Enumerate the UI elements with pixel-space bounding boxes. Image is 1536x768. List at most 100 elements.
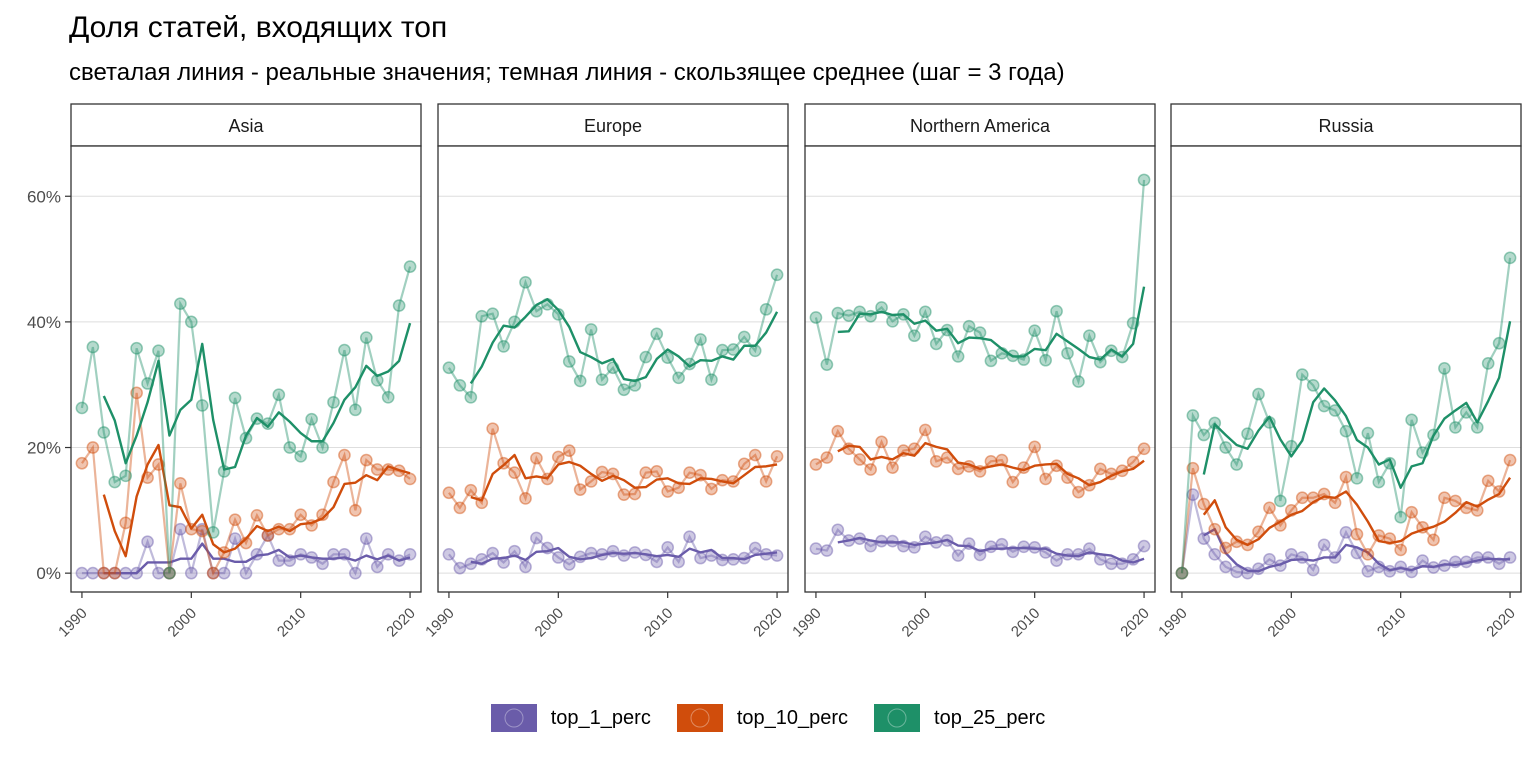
data-point-top-10-perc	[1503, 453, 1517, 467]
data-point-top-1-perc	[239, 566, 253, 580]
data-point-top-25-perc	[359, 331, 373, 344]
data-point-top-25-perc	[1394, 510, 1408, 524]
legend-item-top-10-perc: top_10_perc	[676, 701, 849, 735]
data-point-top-25-perc	[327, 395, 340, 409]
x-tick-label: 2010	[274, 605, 310, 641]
x-tick-label: 2020	[1483, 605, 1519, 641]
panel-border-russia	[1170, 145, 1522, 593]
data-point-top-25-perc	[831, 306, 845, 320]
data-point-top-1-perc	[1295, 551, 1309, 564]
data-point-top-1-perc	[1175, 566, 1189, 580]
raw-line-top-1-perc-northern-america	[815, 527, 1145, 565]
data-point-top-25-perc	[820, 358, 834, 371]
data-point-top-25-perc	[1438, 362, 1451, 375]
data-point-top-25-perc	[108, 475, 122, 489]
data-point-top-1-perc	[1104, 557, 1118, 571]
x-tick-label: 2000	[899, 605, 935, 641]
data-point-top-1-perc	[349, 566, 362, 580]
data-point-top-25-perc	[1241, 427, 1254, 441]
data-point-top-25-perc	[908, 329, 921, 343]
data-point-top-1-perc	[1394, 560, 1408, 574]
data-point-top-25-perc	[809, 311, 823, 324]
data-point-top-25-perc	[1295, 368, 1309, 382]
legend-item-top-1-perc: top_1_perc	[490, 701, 651, 735]
data-point-top-1-perc	[359, 532, 373, 545]
data-point-top-10-perc	[403, 472, 417, 486]
data-point-top-25-perc	[1175, 566, 1189, 580]
raw-line-top-1-perc-europe	[448, 534, 778, 570]
data-point-top-1-perc	[573, 550, 587, 564]
data-point-top-10-perc	[327, 475, 340, 489]
legend-key-top-25-perc	[874, 704, 921, 732]
legend-key-top-10-perc	[676, 704, 723, 732]
data-point-top-1-perc	[1219, 560, 1233, 574]
data-point-top-1-perc	[918, 530, 932, 544]
data-point-top-25-perc	[403, 260, 417, 273]
facet-strip-russia	[1170, 103, 1522, 147]
data-point-top-1-perc	[650, 555, 664, 569]
data-point-top-10-perc	[349, 503, 362, 517]
legend-label: top_10_perc	[736, 706, 849, 729]
moving-average-line-top-25-perc-europe	[469, 298, 779, 385]
data-point-top-1-perc	[163, 566, 176, 580]
data-point-top-10-perc	[1263, 501, 1276, 515]
data-point-top-1-perc	[228, 532, 242, 545]
data-point-top-10-perc	[820, 451, 834, 464]
data-point-top-1-perc	[86, 566, 100, 580]
data-point-top-1-perc	[530, 531, 543, 545]
data-point-top-1-perc	[1317, 538, 1331, 552]
data-point-top-1-perc	[562, 558, 576, 571]
panel-background-northern-america	[805, 146, 1155, 592]
data-point-top-25-perc	[497, 340, 510, 353]
data-point-top-1-perc	[1230, 565, 1243, 579]
data-point-top-1-perc	[1361, 564, 1375, 578]
data-point-top-25-perc	[1028, 324, 1042, 338]
data-point-top-10-perc	[770, 449, 784, 463]
data-point-top-25-perc	[316, 441, 329, 454]
legend-key-top-1-perc	[490, 704, 537, 732]
data-point-top-25-perc	[152, 344, 165, 358]
data-point-top-25-perc	[694, 333, 707, 346]
data-point-top-10-perc	[1093, 462, 1107, 476]
data-point-top-25-perc	[737, 330, 751, 344]
data-point-top-10-perc	[951, 462, 965, 476]
facet-strip-label: Russia	[1318, 116, 1374, 136]
data-point-top-25-perc	[1050, 304, 1063, 318]
data-point-top-10-perc	[1339, 470, 1353, 484]
data-point-top-10-perc	[683, 466, 696, 479]
data-point-top-25-perc	[305, 412, 318, 426]
raw-line-top-10-perc-asia	[81, 392, 411, 577]
data-point-top-25-perc	[595, 373, 609, 387]
data-point-top-25-perc	[349, 403, 362, 417]
data-point-top-25-perc	[573, 374, 587, 388]
data-point-top-1-perc	[973, 548, 987, 562]
data-point-top-10-perc	[661, 485, 675, 498]
data-point-top-25-perc	[770, 268, 784, 282]
data-point-top-10-perc	[174, 476, 187, 490]
data-point-top-1-perc	[519, 560, 532, 574]
data-point-top-25-perc	[617, 383, 631, 397]
data-point-top-25-perc	[486, 307, 500, 321]
data-point-top-25-perc	[392, 299, 406, 312]
data-point-top-10-perc	[551, 450, 565, 464]
moving-average-line-top-25-perc-northern-america	[837, 286, 1146, 361]
panel-border-europe	[437, 145, 789, 593]
data-point-top-25-perc	[206, 525, 220, 539]
data-point-top-10-perc	[1350, 527, 1364, 541]
facet-strip-europe	[437, 103, 789, 147]
legend-swatch	[676, 704, 723, 732]
data-point-top-25-perc	[519, 275, 532, 289]
data-point-top-10-perc	[130, 386, 143, 400]
data-point-top-25-perc	[984, 354, 998, 368]
data-point-top-1-perc	[1197, 532, 1211, 545]
legend-swatch	[490, 704, 537, 732]
data-point-top-10-perc	[705, 482, 718, 496]
data-point-top-10-perc	[1481, 474, 1495, 488]
chart-plot-area: Asia 1990 2000 2010 2020 Europe 1990 2000 2010 20…	[27, 103, 1522, 641]
data-point-top-10-perc	[1137, 442, 1151, 456]
data-point-top-25-perc	[442, 361, 456, 375]
moving-average-line-top-1-perc-russia	[1203, 527, 1511, 573]
data-point-top-10-perc	[737, 457, 751, 471]
legend-label: top_1_perc	[550, 706, 651, 729]
x-tick-label: 1990	[1155, 605, 1191, 641]
